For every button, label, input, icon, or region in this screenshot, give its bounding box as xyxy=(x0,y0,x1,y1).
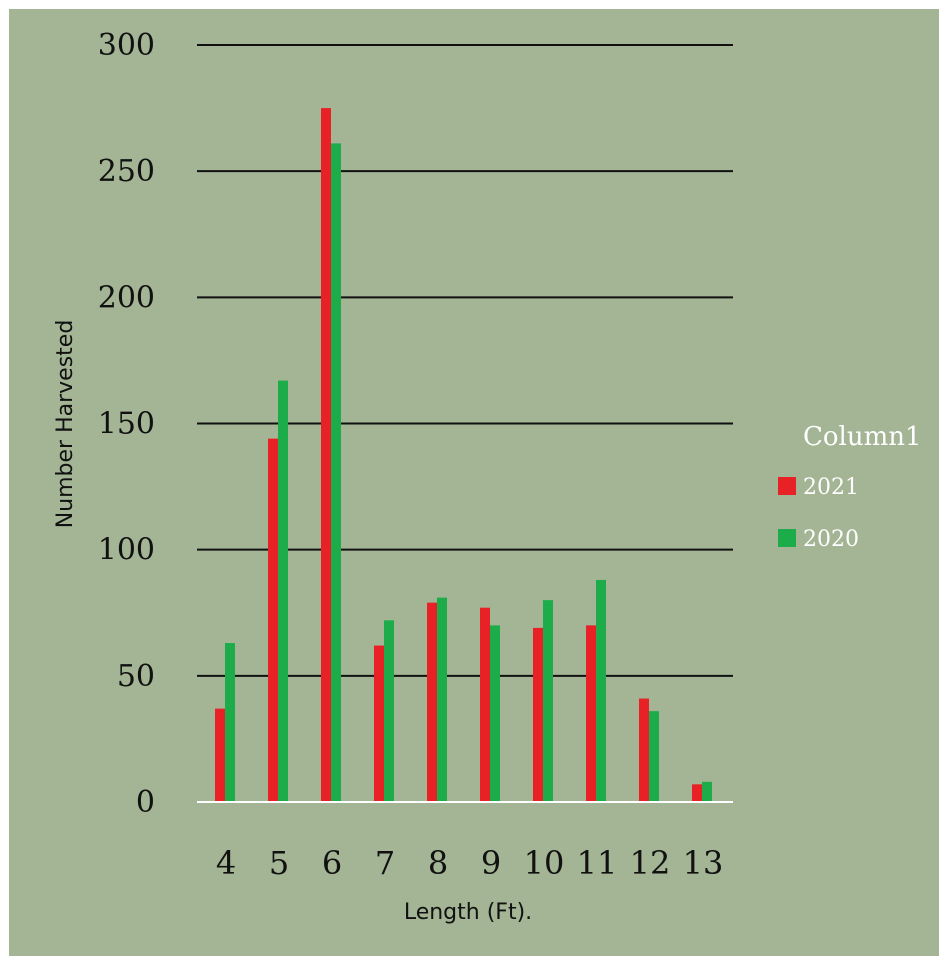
bar-group-6 xyxy=(321,108,341,803)
x-tick-label: 13 xyxy=(683,844,724,882)
bar-2021-4 xyxy=(215,708,225,802)
bar-2020-12 xyxy=(649,711,659,802)
x-tick-label: 11 xyxy=(577,844,618,882)
bar-2021-8 xyxy=(427,602,437,802)
y-tick-label: 100 xyxy=(98,533,155,568)
x-tick-label: 4 xyxy=(216,844,236,882)
bar-2021-13 xyxy=(692,784,702,802)
bar-2020-13 xyxy=(702,781,712,802)
bar-group-12 xyxy=(639,698,659,802)
x-tick-label: 7 xyxy=(375,844,395,882)
bar-group-4 xyxy=(215,643,235,802)
bar-2020-6 xyxy=(331,143,341,802)
bar-2020-8 xyxy=(437,597,447,802)
bar-2021-11 xyxy=(586,625,596,802)
legend: Column1 2021 2020 xyxy=(778,422,922,552)
bar-group-13 xyxy=(692,781,712,802)
x-tick-label: 6 xyxy=(322,844,342,882)
legend-swatch-2021 xyxy=(778,477,796,495)
bar-2020-11 xyxy=(596,579,606,802)
y-tick-label: 150 xyxy=(98,407,155,442)
bar-group-10 xyxy=(533,600,553,802)
y-tick-label: 250 xyxy=(98,154,155,189)
y-tick-label: 0 xyxy=(136,785,155,820)
x-tick-label: 12 xyxy=(630,844,671,882)
x-axis-label: Length (Ft). xyxy=(404,900,532,925)
x-tick-label: 9 xyxy=(481,844,501,882)
legend-items: 2021 2020 xyxy=(778,475,859,552)
legend-label-2021: 2021 xyxy=(803,475,859,500)
bar-2021-12 xyxy=(639,698,649,802)
bar-2021-6 xyxy=(321,108,331,803)
x-tick-label: 5 xyxy=(269,844,289,882)
bar-2020-5 xyxy=(278,380,288,802)
bar-group-5 xyxy=(268,380,288,802)
x-tick-label: 8 xyxy=(428,844,448,882)
bar-2021-5 xyxy=(268,438,278,802)
bar-group-8 xyxy=(427,597,447,802)
bar-2020-4 xyxy=(225,643,235,802)
bar-2020-7 xyxy=(384,620,394,802)
bar-2021-7 xyxy=(374,645,384,802)
y-tick-label: 50 xyxy=(117,659,155,694)
bar-2021-9 xyxy=(480,607,490,802)
legend-label-2020: 2020 xyxy=(803,527,859,552)
bar-2021-10 xyxy=(533,627,543,802)
y-tick-label: 200 xyxy=(98,280,155,315)
bars xyxy=(215,108,712,803)
y-tick-label: 300 xyxy=(98,28,155,63)
bar-2020-9 xyxy=(490,625,500,802)
legend-title: Column1 xyxy=(803,422,922,452)
bar-group-9 xyxy=(480,607,500,802)
y-axis-label: Number Harvested xyxy=(53,320,78,529)
y-axis-ticks: 0 50 100 150 200 250 300 xyxy=(98,28,155,820)
x-tick-label: 10 xyxy=(524,844,565,882)
bar-2020-10 xyxy=(543,600,553,802)
bar-group-7 xyxy=(374,620,394,802)
bar-group-11 xyxy=(586,579,606,802)
legend-swatch-2020 xyxy=(778,529,796,547)
x-axis-ticks: 4 5 6 7 8 9 10 11 12 13 xyxy=(216,844,724,882)
